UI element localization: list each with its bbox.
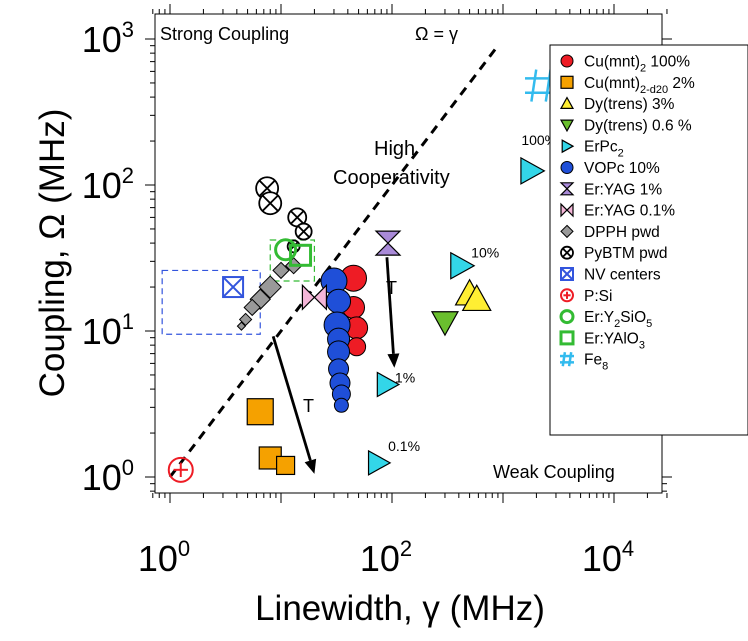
data-point bbox=[246, 398, 274, 426]
legend-marker bbox=[560, 224, 574, 239]
data-point bbox=[274, 238, 298, 262]
data-point bbox=[272, 261, 290, 280]
legend-marker bbox=[560, 288, 574, 303]
legend-marker bbox=[560, 54, 574, 68]
data-point bbox=[258, 275, 282, 299]
point-label: 0.1% bbox=[388, 438, 420, 454]
legend-marker bbox=[559, 96, 575, 110]
arrow-label-t-1: T bbox=[386, 278, 397, 298]
point-label: 1% bbox=[395, 370, 415, 386]
region-box bbox=[161, 269, 261, 335]
temperature-arrow bbox=[271, 335, 312, 461]
data-point bbox=[374, 230, 402, 256]
legend-entry: Fe8 bbox=[584, 352, 608, 373]
arrow-label-t-2: T bbox=[303, 396, 314, 416]
omega-equals-gamma-line bbox=[168, 44, 500, 478]
data-point bbox=[520, 156, 546, 185]
legend-marker bbox=[561, 139, 575, 154]
axis-ticks: 100 102 104 100 101 102 103 bbox=[82, 4, 672, 579]
data-point bbox=[347, 337, 367, 357]
x-tick-label: 100 bbox=[138, 536, 190, 579]
data-point bbox=[287, 207, 308, 228]
data-point bbox=[301, 283, 328, 311]
legend-entry: VOPc 10% bbox=[584, 160, 660, 177]
legend-box bbox=[549, 44, 748, 436]
legend-entry: Dy(trens) 0.6 % bbox=[584, 117, 692, 134]
legend-entry: P:Si bbox=[584, 288, 612, 305]
high-cooperativity-label-1: High bbox=[374, 138, 415, 160]
legend-entry: Er:YAG 1% bbox=[584, 181, 662, 198]
temperature-arrow bbox=[385, 257, 395, 354]
data-point bbox=[376, 371, 401, 398]
temperature-arrowhead bbox=[304, 458, 317, 474]
y-tick-label: 102 bbox=[82, 163, 134, 206]
data-point bbox=[289, 243, 313, 267]
legend-entry: NV centers bbox=[584, 267, 661, 284]
point-label: 100% bbox=[521, 132, 557, 148]
legend-marker bbox=[560, 202, 574, 218]
legend-marker bbox=[559, 330, 575, 346]
data-point bbox=[461, 284, 492, 312]
legend-entry: PyBTM pwd bbox=[584, 245, 668, 262]
arrows bbox=[271, 257, 400, 474]
legend-marker bbox=[559, 182, 575, 196]
x-axis-title: Linewidth, γ (MHz) bbox=[255, 589, 545, 628]
data-point bbox=[450, 251, 476, 280]
data-point bbox=[367, 449, 392, 476]
data-point bbox=[258, 191, 283, 216]
x-tick-label: 104 bbox=[582, 536, 634, 579]
legend-entry: Er:YAG 0.1% bbox=[584, 203, 675, 220]
omega-eq-label: Ω = γ bbox=[415, 24, 458, 44]
data-point bbox=[222, 276, 245, 299]
legend-marker bbox=[560, 245, 574, 260]
legend-entry: Er:Y2SiO5 bbox=[584, 309, 652, 330]
data-point bbox=[294, 222, 313, 241]
data-point bbox=[333, 397, 349, 413]
strong-coupling-label: Strong Coupling bbox=[160, 24, 289, 44]
legend-entry: Er:YAlO3 bbox=[584, 330, 645, 351]
data-points bbox=[167, 69, 558, 483]
legend-entry: Cu(mnt)2 100% bbox=[584, 54, 690, 75]
point-labels: 100% 10% 1% 0.1% bbox=[388, 132, 557, 454]
y-tick-label: 103 bbox=[82, 17, 134, 60]
y-tick-label: 101 bbox=[82, 309, 134, 352]
legend-marker bbox=[560, 75, 574, 89]
data-point bbox=[243, 298, 261, 317]
data-point bbox=[238, 312, 253, 327]
legend-entry: Cu(mnt)2-d20 2% bbox=[584, 75, 695, 96]
legend-entry: DPPH pwd bbox=[584, 224, 660, 241]
legend-entry: Dy(trens) 3% bbox=[584, 96, 675, 113]
data-point bbox=[326, 288, 352, 314]
legend-marker bbox=[560, 161, 574, 174]
reference-line bbox=[168, 44, 500, 478]
data-point bbox=[236, 321, 247, 331]
legend-entry: ErPc2 bbox=[584, 139, 624, 160]
legend: Cu(mnt)2 100%Cu(mnt)2-d20 2%Dy(trens) 3%… bbox=[549, 44, 748, 436]
legend-marker bbox=[559, 309, 575, 325]
legend-marker bbox=[560, 352, 574, 367]
data-point bbox=[430, 311, 459, 337]
high-cooperativity-label-2: Cooperativity bbox=[333, 167, 450, 189]
y-tick-label: 100 bbox=[82, 455, 134, 498]
temperature-arrowhead bbox=[387, 353, 400, 368]
point-label: 10% bbox=[471, 245, 499, 261]
data-point bbox=[167, 456, 194, 483]
data-point bbox=[275, 455, 296, 476]
legend-marker bbox=[560, 267, 574, 281]
weak-coupling-label: Weak Coupling bbox=[493, 462, 615, 482]
legend-marker bbox=[559, 119, 575, 133]
x-tick-label: 102 bbox=[360, 536, 412, 579]
y-axis-title: Coupling, Ω (MHz) bbox=[33, 109, 72, 398]
